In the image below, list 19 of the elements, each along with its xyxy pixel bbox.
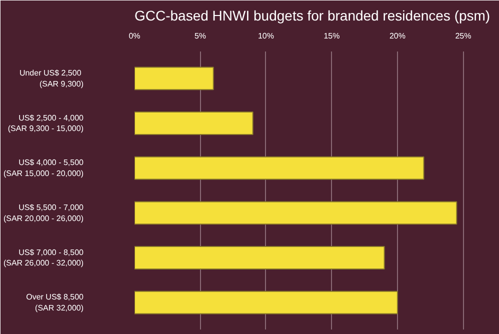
x-tick-label: 10% <box>258 32 274 40</box>
x-tick-label: 20% <box>389 32 406 40</box>
x-tick-label: 0% <box>128 32 140 40</box>
bar <box>134 112 254 135</box>
x-tick-label: 25% <box>455 32 472 40</box>
bar <box>134 156 424 180</box>
x-tick-label: 5% <box>194 32 206 40</box>
bar <box>134 246 385 270</box>
chart-title: GCC-based HNWI budgets for branded residences (psm) <box>134 8 490 24</box>
y-tick-label: US$ 5,500 - 7,000 (SAR 20,000 - 26,000) <box>3 203 84 223</box>
x-tick-label: 15% <box>324 32 340 40</box>
y-tick-label: US$ 4,000 - 5,500 (SAR 15,000 - 20,000) <box>3 158 84 178</box>
y-tick-label: Under US$ 2,500 (SAR 9,300) <box>19 68 84 88</box>
bar <box>134 66 214 90</box>
bar <box>134 290 398 314</box>
bar <box>134 201 458 225</box>
y-tick-label: US$ 7,000 - 8,500 (SAR 26,000 - 32,000) <box>3 248 84 268</box>
y-tick-label: US$ 2,500 - 4,000 (SAR 9,300 - 15,000) <box>8 113 84 134</box>
y-tick-label: Over US$ 8,500 (SAR 32,000) <box>26 292 84 312</box>
